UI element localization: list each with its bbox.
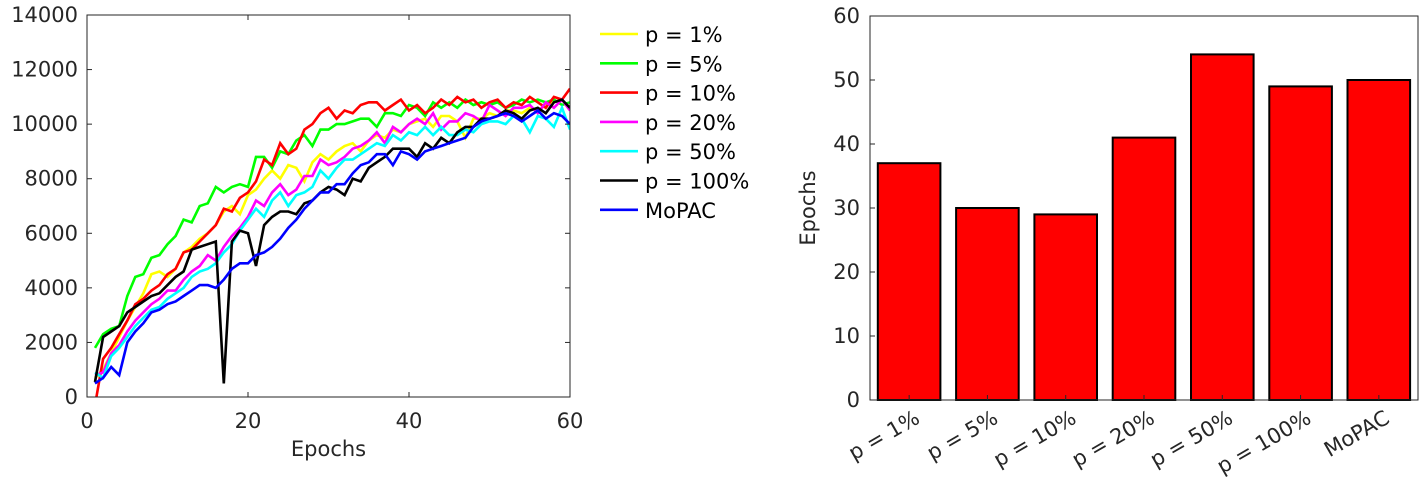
legend-label: p = 50% [645,140,736,164]
line-series-5 [94,104,570,380]
bar-y-tick-label: 40 [833,132,860,156]
y-tick-label: 14000 [11,3,78,27]
y-tick-label: 4000 [25,276,78,300]
bar-chart: p = 1% p = 5%p = 10%p = 20%p = 50%p = 100… [796,4,1419,478]
y-tick-label: 0 [65,385,78,409]
legend-label: p = 100% [645,170,749,194]
line-chart: 0 20 40 6002000400060008000100001200014000 … [11,3,749,461]
bar-category-label: MoPAC [1320,406,1393,462]
line-chart-xlabel: Epochs [291,437,366,461]
x-tick-label: 0 [80,409,93,433]
bar-category-label: p = 20% [1068,406,1159,472]
x-tick-label: 60 [557,409,584,433]
bar-1 [876,162,942,401]
line-series-7 [94,108,570,385]
legend-label: p = 5% [645,52,723,76]
bar-y-tick-label: 20 [833,260,860,284]
y-tick-label: 2000 [25,330,78,354]
line-chart-frame [86,14,571,398]
bar-category-label: p = 10% [989,406,1080,472]
legend-label: p = 10% [645,82,736,106]
line-series-3 [95,87,570,397]
y-tick-label: 8000 [25,167,78,191]
x-tick-label: 40 [396,409,423,433]
bar-5 [1190,53,1255,402]
bar-group [876,53,1412,402]
line-series-group [93,87,570,397]
y-tick-label: 6000 [25,221,78,245]
line-chart-plot-area [87,15,570,397]
bar-chart-ylabel: Epochs [796,170,820,245]
bar-4 [1111,136,1177,401]
bar-7 [1346,79,1412,401]
bar-y-tick-label: 0 [847,388,860,412]
bar-6 [1268,85,1333,402]
legend-label: p = 1% [645,23,723,47]
line-chart-legend: p = 1% p = 5% p = 10% p = 20% p = 50% p = 100… [600,23,749,223]
line-chart-ticks: 0 20 40 60 0 2000 4000 6000 8000 10000 12000 14000 [11,3,583,433]
bar-3 [1033,213,1099,401]
bar-y-tick-label: 50 [833,68,860,92]
bar-category-label: p = 1% [844,406,923,466]
bar-y-tick-label: 60 [833,4,860,28]
bar-y-tick-label: 10 [833,324,860,348]
bar-y-tick-label: 30 [833,196,860,220]
legend-label: MoPAC [645,199,716,223]
y-tick-label: 12000 [11,58,78,82]
line-series-4 [94,97,570,377]
y-tick-label: 10000 [11,112,78,136]
legend-label: p = 20% [645,111,736,135]
bar-category-label: p = 5% [923,406,1002,466]
x-tick-label: 20 [235,409,262,433]
bar-2 [955,207,1020,401]
